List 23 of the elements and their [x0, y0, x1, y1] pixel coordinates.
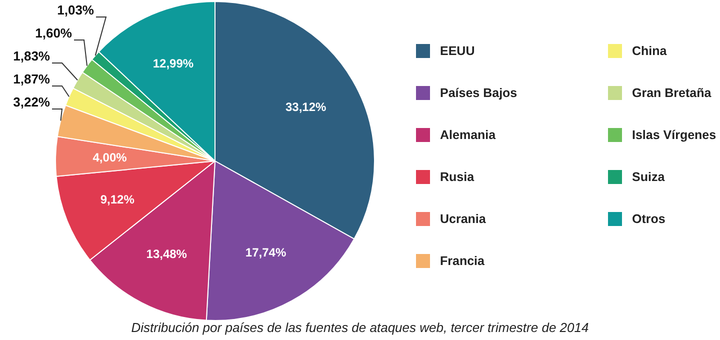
legend-label: Gran Bretaña [632, 86, 712, 100]
legend-label: Francia [440, 254, 484, 268]
legend-label: Islas Vírgenes [632, 128, 716, 142]
legend-label: EEUU [440, 44, 475, 58]
legend-label: Rusia [440, 170, 474, 184]
legend-label: Alemania [440, 128, 496, 142]
data-label: 1,60% [35, 26, 72, 41]
data-label: 3,22% [13, 94, 50, 110]
legend-label: Países Bajos [440, 86, 518, 100]
data-label: 1,03% [57, 2, 94, 18]
data-label: 1,87% [13, 72, 50, 87]
data-label: 13,48% [146, 246, 188, 261]
data-label: 9,12% [100, 192, 135, 207]
legend-label: Ucrania [440, 212, 486, 226]
data-label: 33,12% [285, 100, 326, 114]
legend-label: Otros [632, 212, 666, 226]
data-label: 1,83% [13, 48, 50, 64]
legend-label: Suiza [632, 170, 665, 184]
data-label: 4,00% [92, 150, 128, 164]
data-label: 17,74% [245, 246, 286, 260]
legend-label: China [632, 44, 667, 58]
text: Distribución por países de las fuentes de ataques web, tercer trimestre de 2014 [130, 320, 590, 335]
data-label: 12,99% [152, 56, 194, 71]
